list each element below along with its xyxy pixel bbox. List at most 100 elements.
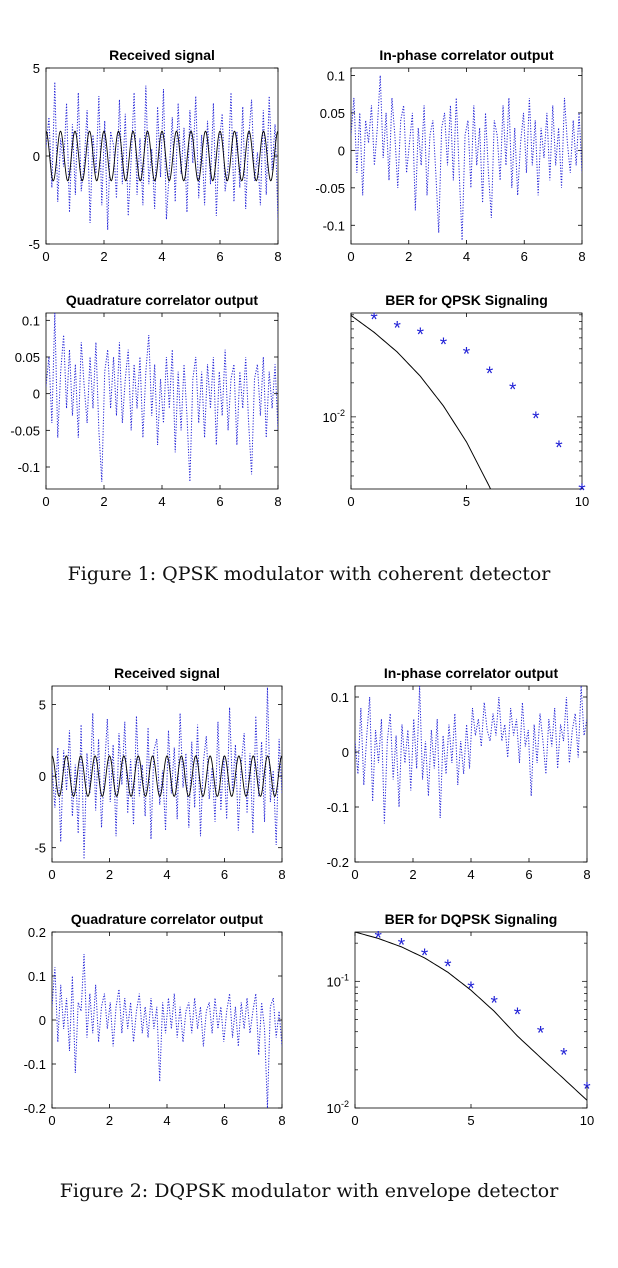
chart-title: Received signal [114,665,220,681]
x-tick-label: 2 [405,249,412,264]
y-tick-label: 0.2 [28,925,46,940]
axes-box [350,312,583,490]
plot-area [355,932,587,1101]
plot-area [355,686,587,824]
x-tick-label: 6 [216,494,223,509]
simulated-marker: * [537,1024,545,1045]
y-tick-label: -5 [28,237,40,252]
series-carrier [52,755,282,797]
y-tick-label: 0 [39,1013,46,1028]
series-noisy-received [52,687,282,860]
x-tick-label: 8 [274,494,281,509]
y-tick-label: 0.1 [22,313,40,328]
x-tick-label: 8 [274,249,281,264]
x-tick-label: 2 [100,249,107,264]
simulated-marker: * [393,319,401,340]
figure-2-caption: Figure 2: DQPSK modulator with envelope … [59,1180,559,1202]
x-tick-label: 4 [163,1113,170,1128]
x-tick-label: 6 [221,867,228,882]
y-tick-label: -0.2 [327,855,349,870]
x-tick-label: 2 [100,494,107,509]
x-tick-label: 5 [463,494,470,509]
simulated-marker: * [509,380,517,401]
y-tick-label: 0.1 [327,68,345,83]
simulated-marker: * [421,946,429,967]
series-quadrature [46,313,278,482]
simulated-marker: * [440,335,448,356]
y-tick-label: 0 [39,769,46,784]
x-tick-label: 5 [467,1113,474,1128]
simulated-marker: * [560,1045,568,1066]
x-tick-label: 6 [521,249,528,264]
chart-title: Quadrature correlator output [66,292,258,308]
theory-curve [351,315,492,489]
axes-box [51,931,283,1109]
simulated-marker: * [532,409,540,430]
y-tick-label: 10-1 [327,972,349,989]
series-in-phase [355,686,587,824]
subplot-3: Quadrature correlator output 0 2 4 6 8 -0.2 -0.… [24,911,286,1128]
y-tick-label: 5 [33,61,40,76]
plot-area [351,75,582,241]
figure-1-caption: Figure 1: QPSK modulator with coherent d… [67,563,551,585]
subplot-3: Quadrature correlator output 0 2 4 6 8 -0.1 -0.… [10,292,281,509]
y-tick-label: 0 [342,745,349,760]
simulated-marker: * [486,364,494,385]
y-tick-label: -0.1 [323,218,345,233]
y-tick-label: 0 [338,143,345,158]
x-tick-label: 4 [158,494,165,509]
x-tick-label: 0 [42,249,49,264]
x-tick-label: 2 [409,867,416,882]
simulated-marker: * [490,994,498,1015]
x-tick-label: 0 [48,1113,55,1128]
y-tick-label: 0.05 [320,106,345,121]
plot-area [351,315,492,489]
y-tick-label: -0.2 [24,1101,46,1116]
y-tick-label: -0.05 [315,181,345,196]
plot-area [52,953,282,1108]
x-tick-label: 2 [106,867,113,882]
axes-box [354,685,588,863]
simulated-marker: * [578,481,586,502]
x-tick-label: 6 [216,249,223,264]
x-tick-label: 8 [578,249,585,264]
simulated-marker: * [583,1080,591,1101]
y-tick-label: -0.1 [327,800,349,815]
y-tick-label: 0 [33,149,40,164]
simulated-marker: * [514,1005,522,1026]
axes-box [45,67,279,245]
chart-title: In-phase correlator output [384,665,559,681]
series-quadrature [52,953,282,1108]
x-tick-label: 6 [221,1113,228,1128]
x-tick-label: 2 [106,1113,113,1128]
x-tick-label: 4 [163,867,170,882]
y-tick-label: 0.05 [15,350,40,365]
y-tick-label: 0.1 [28,969,46,984]
y-tick-label: 0 [33,387,40,402]
simulated-marker: * [370,310,378,331]
simulated-marker: * [374,929,382,950]
simulated-marker: * [398,936,406,957]
x-tick-label: 10 [575,494,589,509]
series-in-phase [351,75,582,241]
x-tick-label: 0 [347,249,354,264]
x-tick-label: 10 [580,1113,594,1128]
chart-title: BER for DQPSK Signaling [385,911,558,927]
chart-title: In-phase correlator output [379,47,554,63]
x-tick-label: 0 [42,494,49,509]
chart-title: Quadrature correlator output [71,911,263,927]
simulated-marker: * [555,438,563,459]
subplot-2: In-phase correlator output 0 2 4 6 8 -0.1 -0.05… [315,47,585,264]
theory-curve [355,932,587,1101]
x-tick-label: 0 [48,867,55,882]
simulated-marker: * [417,325,425,346]
x-tick-label: 6 [525,867,532,882]
chart-title: BER for QPSK Signaling [385,292,548,308]
x-tick-label: 4 [467,867,474,882]
x-tick-label: 8 [278,1113,285,1128]
simulated-marker: * [444,957,452,978]
subplot-2: In-phase correlator output 0 2 4 6 8 -0.2 -0.1 0… [327,665,591,882]
